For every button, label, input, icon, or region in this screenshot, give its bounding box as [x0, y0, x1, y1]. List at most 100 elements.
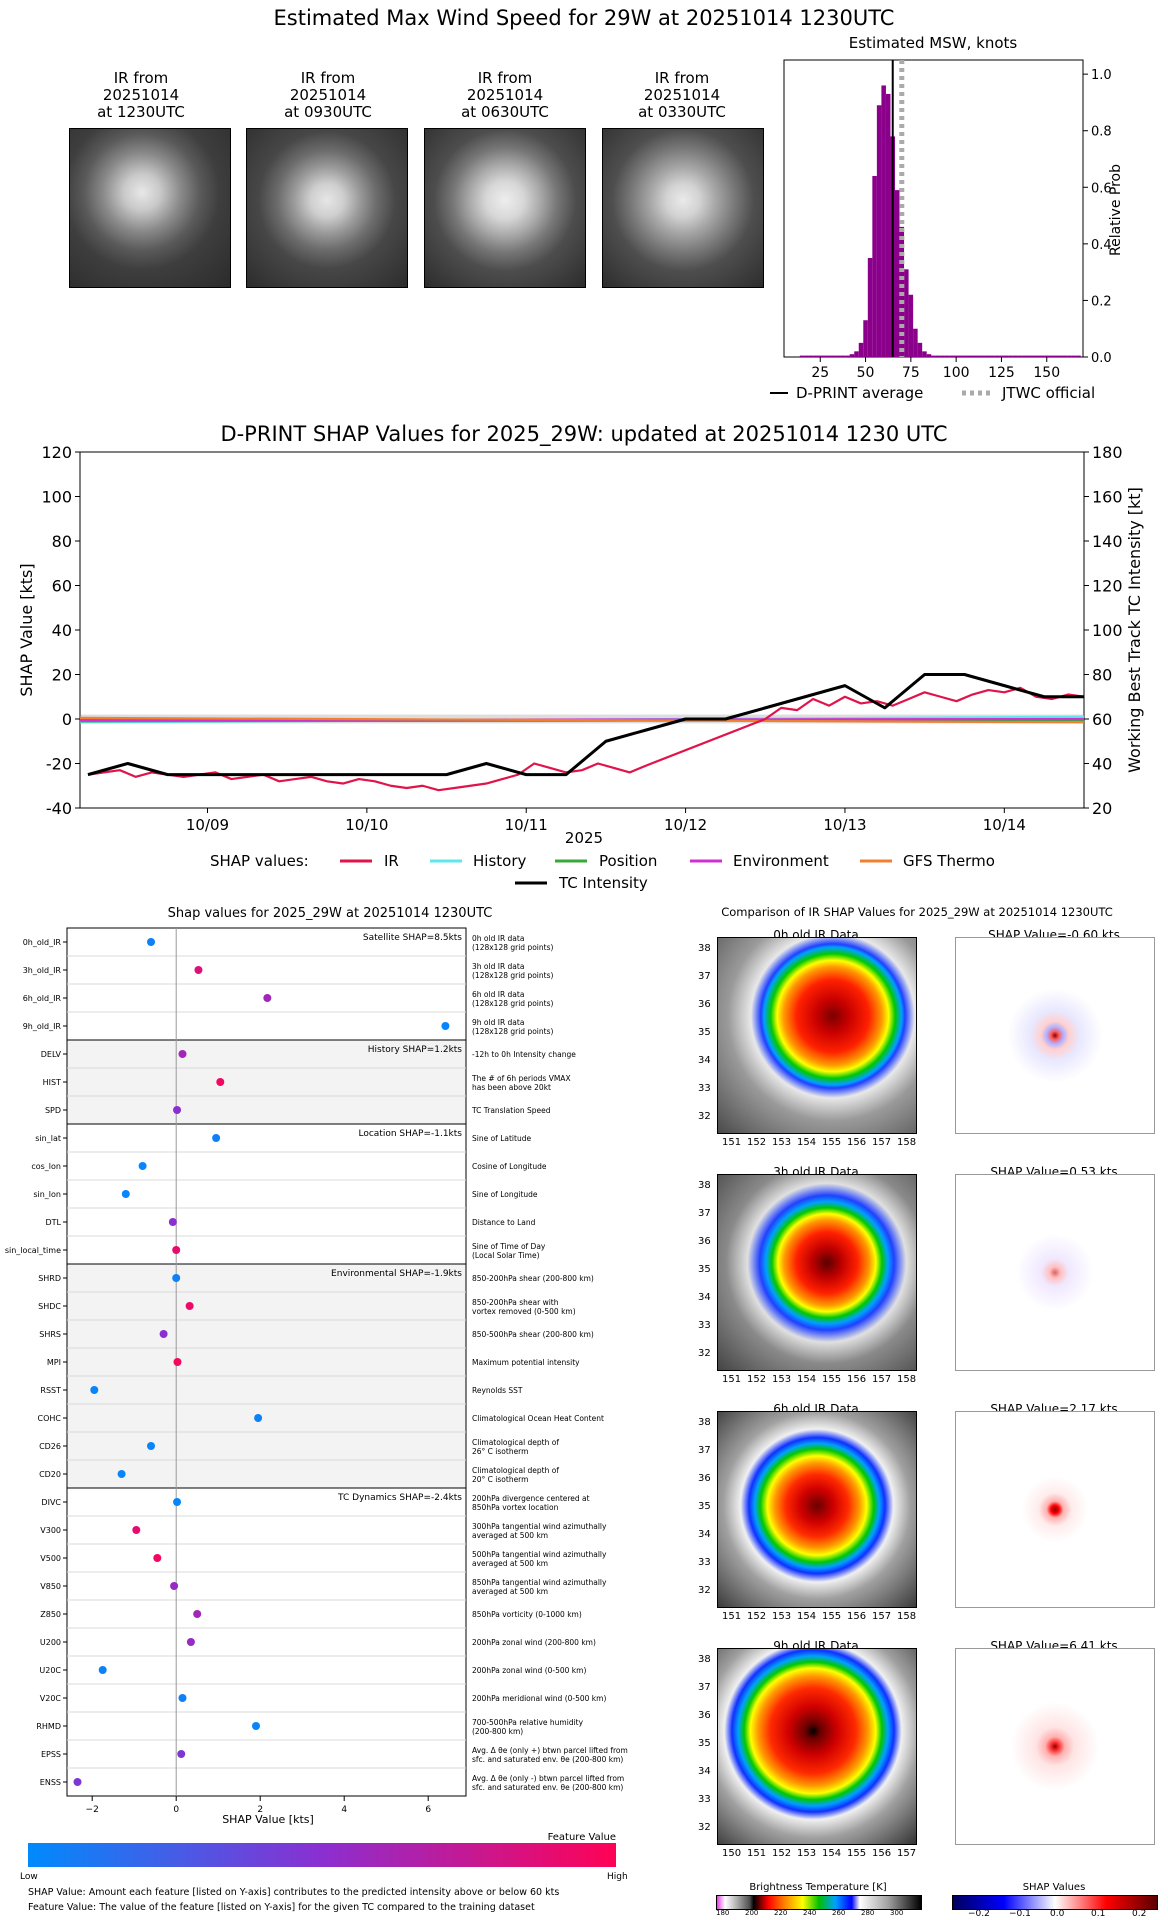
ir-caption-date: 20251014	[102, 86, 180, 104]
shap-attribution-map	[955, 937, 1155, 1134]
feature-desc: 20° C isotherm	[472, 1475, 528, 1484]
beeswarm-xtick-label: 2	[257, 1805, 263, 1815]
feature-desc: -12h to 0h Intensity change	[472, 1050, 576, 1059]
msw-xtick-label: 150	[1033, 365, 1060, 381]
lon-tick-label: 151	[722, 1611, 742, 1622]
msw-bar	[1039, 355, 1045, 357]
shap-dot	[121, 1190, 130, 1198]
lon-tick-label: 154	[822, 1848, 842, 1859]
feature-desc: 850hPa tangential wind azimuthally	[472, 1578, 607, 1587]
msw-bar	[949, 355, 954, 357]
msw-ylabel: Relative Prob	[1108, 164, 1124, 256]
ts-y2tick-label: 160	[1092, 488, 1123, 507]
shap-dot	[73, 1778, 82, 1786]
ir-caption-date: 20251014	[289, 86, 367, 104]
feature-desc: 9h old IR data	[472, 1018, 524, 1027]
feature-group-title: History SHAP=1.2kts	[368, 1045, 463, 1055]
msw-xticks: 25 50 75 100 125 150	[811, 357, 1060, 381]
msw-bar	[958, 355, 963, 357]
msw-xtick-label: 25	[811, 365, 829, 381]
feature-name: EPSS	[41, 1750, 61, 1759]
lon-tick-label: 155	[822, 1137, 842, 1148]
shap-dot	[263, 994, 272, 1002]
msw-bar	[1044, 355, 1050, 357]
ts-legend-title: SHAP values:	[210, 852, 309, 870]
ir-caption-date: 20251014	[643, 86, 721, 104]
msw-bar	[849, 354, 855, 357]
ir-caption-line: IR from	[113, 69, 169, 87]
msw-bar	[799, 355, 805, 357]
sv-colorbar-ticks: −0.2 −0.1 0.0 0.1 0.2	[952, 1909, 1156, 1920]
msw-ytick-label: 0.8	[1091, 125, 1112, 140]
lat-tick-label: 36	[698, 1473, 711, 1484]
beeswarm-xlabel: SHAP Value [kts]	[222, 1813, 314, 1826]
shap-attribution-map	[955, 1174, 1155, 1371]
ir-thumbnail	[246, 128, 408, 288]
lat-tick-label: 36	[698, 999, 711, 1010]
gfs-legend-label: GFS Thermo	[903, 852, 995, 870]
msw-xtick-label: 50	[857, 365, 875, 381]
msw-bar	[1067, 355, 1072, 357]
feature-name: V300	[40, 1526, 61, 1535]
msw-bar	[1062, 355, 1068, 357]
ir-caption-line: IR from	[300, 69, 356, 87]
beeswarm-xtick-label: 0	[173, 1805, 179, 1815]
msw-bar	[1058, 355, 1063, 357]
feature-desc: (200-800 km)	[472, 1727, 523, 1736]
colorbar-low-label: Low	[20, 1872, 38, 1882]
feature-desc: averaged at 500 km	[472, 1531, 548, 1540]
ts-ylabel: SHAP Value [kts]	[17, 563, 36, 696]
ts-ytick-label: 120	[41, 443, 72, 462]
beeswarm-body: Satellite SHAP=8.5kts 0h_old_IR 0h old IR …	[5, 927, 628, 1815]
ir-thumbnail	[69, 128, 231, 288]
msw-bar	[872, 175, 877, 357]
feature-desc: Sine of Latitude	[472, 1134, 531, 1143]
msw-yticks: 0.0 0.2 0.4 0.6 0.8 1.0	[1083, 68, 1112, 366]
feature-desc: sfc. and saturated env. θe (200-800 km)	[472, 1783, 623, 1792]
msw-plot-frame	[783, 59, 1084, 358]
ts-y2tick-label: 20	[1092, 799, 1112, 818]
feature-group-title: Location SHAP=-1.1kts	[358, 1129, 462, 1139]
lat-tick-label: 36	[698, 1710, 711, 1721]
feature-desc: vortex removed (0-500 km)	[472, 1307, 576, 1316]
feature-name: V20C	[40, 1694, 62, 1703]
tc-intensity-line	[87, 673, 1084, 777]
ir-comparison-title: Comparison of IR SHAP Values for 2025_29…	[721, 905, 1113, 919]
ts-ytick-label: 100	[41, 488, 72, 507]
msw-histogram: Estimated MSW, knots 25 50 75 100 125 150 0.0…	[770, 34, 1124, 402]
sv-tick-label: −0.2	[968, 1909, 990, 1919]
msw-bar	[940, 355, 945, 357]
feature-desc: 300hPa tangential wind azimuthally	[472, 1522, 607, 1531]
feature-desc: (128x128 grid points)	[472, 999, 553, 1008]
lon-tick-label: 153	[772, 1137, 792, 1148]
feature-name: SHDC	[38, 1302, 61, 1311]
shap-dot	[173, 1106, 182, 1114]
ts-xtick-label: 10/11	[505, 816, 548, 834]
history-legend-label: History	[473, 852, 526, 870]
feature-name: U200	[40, 1638, 61, 1647]
bt-tick-label: 240	[803, 1909, 817, 1917]
ts-xticks: 10/09 10/10 10/11 10/12 10/13 10/14	[186, 808, 1026, 834]
msw-bar	[904, 269, 909, 357]
msw-bar	[881, 85, 886, 357]
feature-desc: 850-500hPa shear (200-800 km)	[472, 1330, 594, 1339]
msw-bar	[867, 258, 873, 357]
feature-desc: Maximum potential intensity	[472, 1358, 580, 1367]
msw-bar	[899, 226, 905, 357]
bt-tick-label: 280	[861, 1909, 875, 1917]
lon-tick-label: 151	[722, 1137, 742, 1148]
msw-bar	[976, 355, 982, 357]
feature-name: 0h_old_IR	[23, 938, 62, 947]
ts-xlabel: 2025	[565, 829, 603, 847]
feature-desc: 3h old IR data	[472, 962, 524, 971]
msw-xtick-label: 100	[943, 365, 970, 381]
lon-tick-label: 153	[772, 1611, 792, 1622]
msw-bar	[804, 355, 809, 357]
feature-group-title: TC Dynamics SHAP=-2.4kts	[337, 1493, 462, 1503]
colorbar-high-label: High	[607, 1872, 628, 1882]
feature-name: SHRD	[38, 1274, 61, 1283]
feature-desc: Climatological Ocean Heat Content	[472, 1414, 604, 1423]
lon-tick-label: 152	[747, 1611, 767, 1622]
msw-bar	[962, 355, 968, 357]
msw-bar	[1026, 355, 1031, 357]
